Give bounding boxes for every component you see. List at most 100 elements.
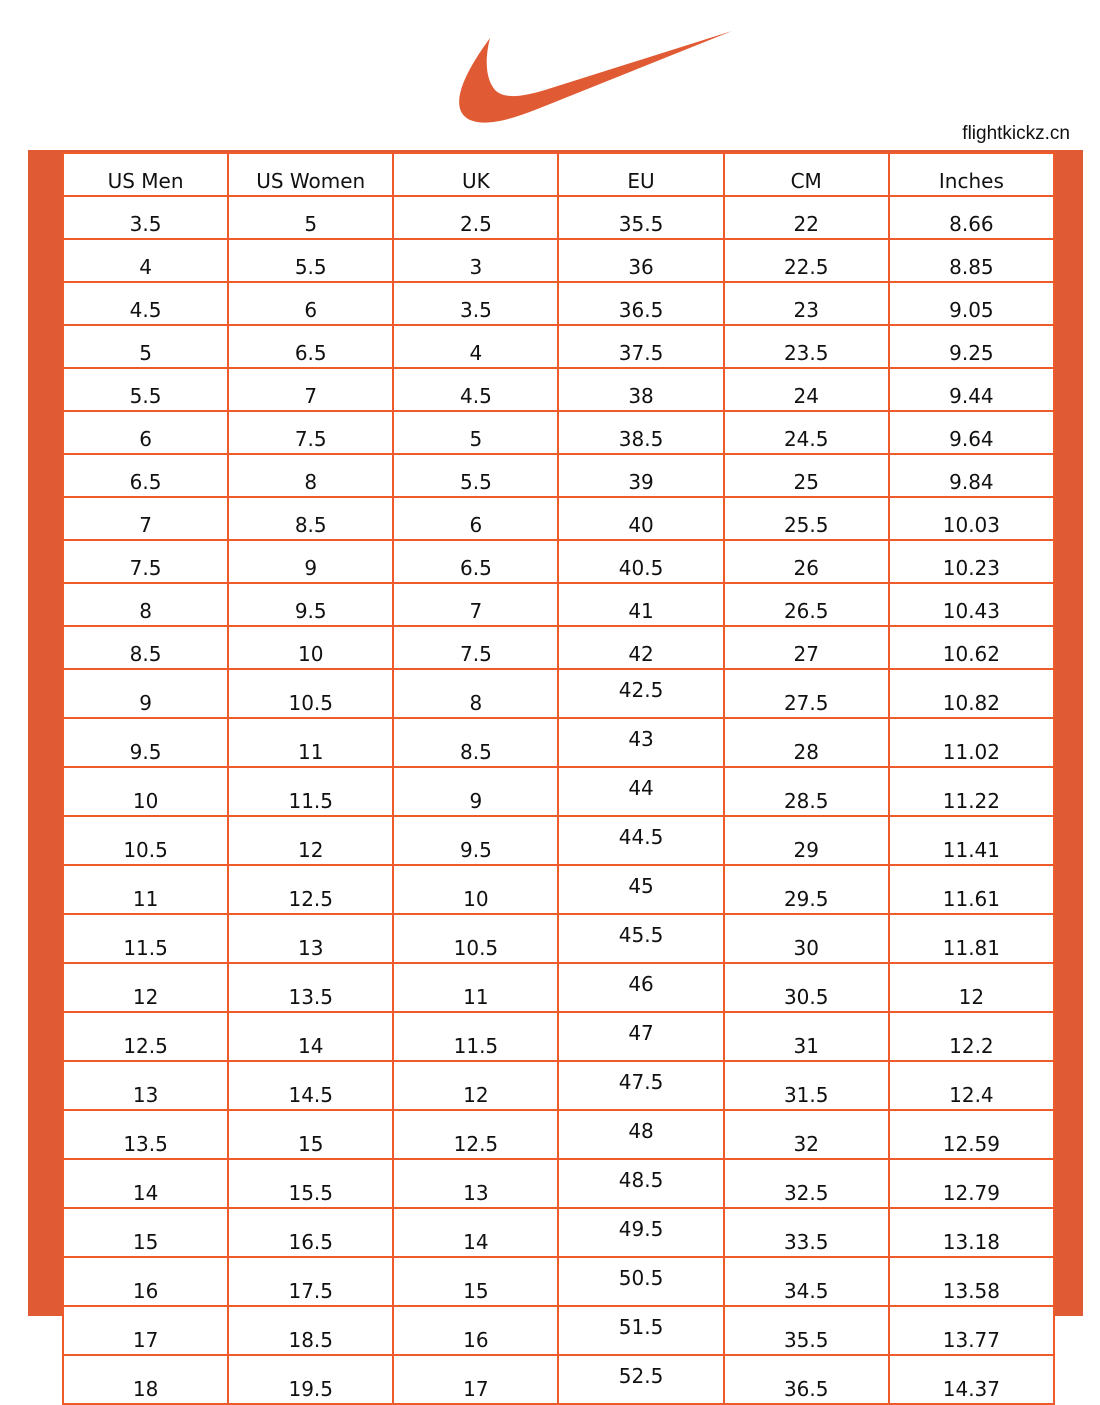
cell-uk: 12.5 [392, 1109, 560, 1160]
cell-inches: 13.77 [887, 1305, 1056, 1356]
cell-inches: 12.79 [887, 1158, 1056, 1209]
cell-cm: 35.5 [722, 1305, 890, 1356]
cell-us-men: 15 [61, 1207, 230, 1258]
cell-us-women: 13 [227, 913, 395, 964]
cell-eu: 51.5 [557, 1305, 725, 1356]
cell-eu: 38.5 [557, 410, 725, 455]
cell-eu: 50.5 [557, 1256, 725, 1307]
cell-cm: 25.5 [722, 496, 890, 541]
cell-uk: 7.5 [392, 625, 560, 670]
table-row: 16 17.5 15 50.5 34.5 13.58 [61, 1256, 1056, 1307]
cell-us-women: 8 [227, 453, 395, 498]
cell-us-men: 16 [61, 1256, 230, 1307]
cell-eu: 45.5 [557, 913, 725, 964]
table-row: 9.5 11 8.5 43 28 11.02 [61, 717, 1056, 768]
cell-inches: 9.84 [887, 453, 1056, 498]
cell-cm: 26 [722, 539, 890, 584]
table-row: 3.5 5 2.5 35.5 22 8.66 [61, 195, 1056, 240]
cell-us-women: 11 [227, 717, 395, 768]
cell-us-women: 5.5 [227, 238, 395, 283]
cell-cm: 23.5 [722, 324, 890, 369]
cell-eu: 36 [557, 238, 725, 283]
cell-uk: 11.5 [392, 1011, 560, 1062]
header-row: US Men US Women UK EU CM Inches [61, 152, 1056, 197]
cell-us-women: 14.5 [227, 1060, 395, 1111]
cell-eu: 40 [557, 496, 725, 541]
cell-inches: 11.81 [887, 913, 1056, 964]
cell-inches: 9.25 [887, 324, 1056, 369]
cell-cm: 27.5 [722, 668, 890, 719]
cell-uk: 8 [392, 668, 560, 719]
cell-eu: 44.5 [557, 815, 725, 866]
table-row: 6.5 8 5.5 39 25 9.84 [61, 453, 1056, 498]
table-row: 13.5 15 12.5 48 32 12.59 [61, 1109, 1056, 1160]
column-header-cm: CM [722, 152, 890, 197]
cell-cm: 27 [722, 625, 890, 670]
cell-uk: 6 [392, 496, 560, 541]
cell-us-men: 6 [61, 410, 230, 455]
cell-us-women: 19.5 [227, 1354, 395, 1405]
cell-uk: 4.5 [392, 367, 560, 412]
table-row: 7.5 9 6.5 40.5 26 10.23 [61, 539, 1056, 584]
cell-uk: 15 [392, 1256, 560, 1307]
cell-inches: 11.02 [887, 717, 1056, 768]
cell-uk: 2.5 [392, 195, 560, 240]
table-row: 12 13.5 11 46 30.5 12 [61, 962, 1056, 1013]
cell-eu: 40.5 [557, 539, 725, 584]
column-header-eu: EU [557, 152, 725, 197]
cell-uk: 16 [392, 1305, 560, 1356]
cell-us-women: 6 [227, 281, 395, 326]
cell-eu: 44 [557, 766, 725, 817]
cell-us-women: 9 [227, 539, 395, 584]
cell-inches: 13.18 [887, 1207, 1056, 1258]
cell-uk: 9.5 [392, 815, 560, 866]
table-row: 6 7.5 5 38.5 24.5 9.64 [61, 410, 1056, 455]
cell-cm: 30 [722, 913, 890, 964]
cell-us-men: 8.5 [61, 625, 230, 670]
cell-uk: 5.5 [392, 453, 560, 498]
cell-us-men: 11.5 [61, 913, 230, 964]
cell-eu: 47 [557, 1011, 725, 1062]
cell-us-women: 15 [227, 1109, 395, 1160]
cell-us-women: 8.5 [227, 496, 395, 541]
cell-us-women: 10 [227, 625, 395, 670]
cell-eu: 46 [557, 962, 725, 1013]
cell-inches: 9.64 [887, 410, 1056, 455]
cell-eu: 35.5 [557, 195, 725, 240]
cell-cm: 24 [722, 367, 890, 412]
cell-inches: 10.62 [887, 625, 1056, 670]
cell-us-women: 7.5 [227, 410, 395, 455]
cell-inches: 12.59 [887, 1109, 1056, 1160]
cell-eu: 48.5 [557, 1158, 725, 1209]
cell-us-women: 16.5 [227, 1207, 395, 1258]
cell-us-men: 12 [61, 962, 230, 1013]
cell-us-men: 11 [61, 864, 230, 915]
cell-us-women: 12 [227, 815, 395, 866]
cell-us-men: 9.5 [61, 717, 230, 768]
table-row: 11 12.5 10 45 29.5 11.61 [61, 864, 1056, 915]
cell-us-men: 7 [61, 496, 230, 541]
cell-us-women: 10.5 [227, 668, 395, 719]
cell-eu: 41 [557, 582, 725, 627]
table-row: 8.5 10 7.5 42 27 10.62 [61, 625, 1056, 670]
cell-uk: 10 [392, 864, 560, 915]
cell-us-women: 12.5 [227, 864, 395, 915]
cell-us-women: 9.5 [227, 582, 395, 627]
cell-cm: 29.5 [722, 864, 890, 915]
cell-uk: 10.5 [392, 913, 560, 964]
table-row: 4 5.5 3 36 22.5 8.85 [61, 238, 1056, 283]
table-row: 9 10.5 8 42.5 27.5 10.82 [61, 668, 1056, 719]
cell-us-men: 3.5 [61, 195, 230, 240]
cell-eu: 36.5 [557, 281, 725, 326]
cell-us-women: 13.5 [227, 962, 395, 1013]
table-row: 13 14.5 12 47.5 31.5 12.4 [61, 1060, 1056, 1111]
table-row: 5 6.5 4 37.5 23.5 9.25 [61, 324, 1056, 369]
cell-eu: 48 [557, 1109, 725, 1160]
cell-inches: 12 [887, 962, 1056, 1013]
cell-us-men: 6.5 [61, 453, 230, 498]
cell-cm: 36.5 [722, 1354, 890, 1405]
cell-cm: 26.5 [722, 582, 890, 627]
cell-us-men: 9 [61, 668, 230, 719]
column-header-us-women: US Women [227, 152, 395, 197]
cell-uk: 12 [392, 1060, 560, 1111]
